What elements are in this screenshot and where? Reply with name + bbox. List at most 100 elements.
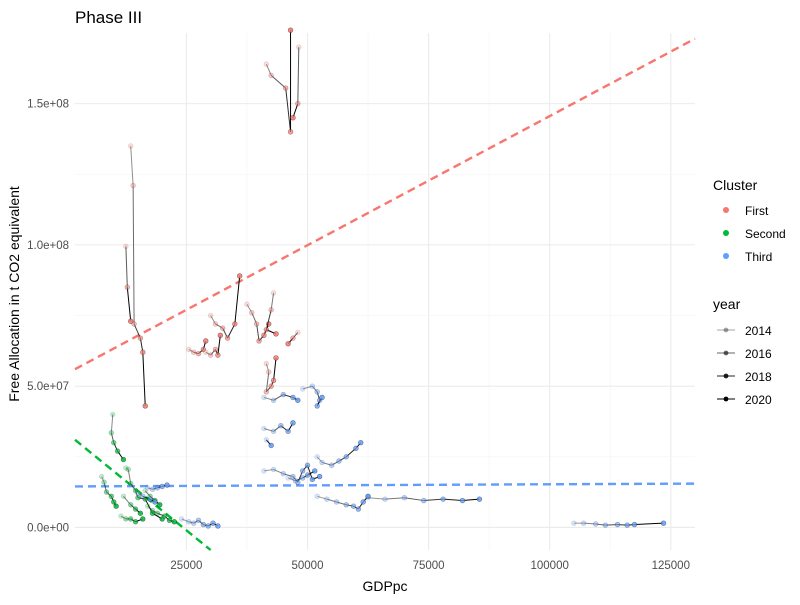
series-segment xyxy=(317,495,328,500)
data-point xyxy=(440,496,446,502)
data-point xyxy=(149,507,156,514)
legend-cluster-label: Second xyxy=(745,227,786,241)
data-point xyxy=(343,454,349,460)
y-tick-label: 1.5e+08 xyxy=(27,99,69,111)
series-segment xyxy=(188,348,194,353)
series-segment xyxy=(125,467,129,470)
data-point xyxy=(365,493,371,500)
series-segment xyxy=(147,505,153,511)
data-point xyxy=(166,517,173,524)
data-point xyxy=(137,510,144,516)
legend-year-swatch xyxy=(723,350,729,356)
series-segment xyxy=(287,477,296,482)
data-point xyxy=(263,437,270,443)
data-point xyxy=(131,321,137,327)
x-tick-label: 100000 xyxy=(531,560,569,572)
series-segment xyxy=(217,335,221,356)
data-point xyxy=(144,503,151,509)
data-point xyxy=(152,499,158,505)
series-segment xyxy=(326,498,337,503)
data-point xyxy=(217,332,224,338)
series-segment xyxy=(297,47,300,104)
data-point xyxy=(128,502,134,508)
series-segment xyxy=(404,497,424,502)
data-point xyxy=(631,521,638,528)
series-segment xyxy=(273,469,284,475)
data-point xyxy=(132,487,139,494)
data-point xyxy=(273,355,279,361)
data-point xyxy=(98,473,105,480)
series-segment xyxy=(270,75,287,89)
data-point xyxy=(268,307,274,313)
series-segment xyxy=(423,498,444,502)
data-point xyxy=(140,493,146,500)
data-point xyxy=(190,520,197,526)
data-point xyxy=(580,520,587,526)
series-segment xyxy=(368,497,386,500)
data-point xyxy=(319,394,325,401)
data-point xyxy=(140,516,146,522)
data-point xyxy=(108,430,115,436)
series-segment xyxy=(152,510,158,514)
data-point xyxy=(290,394,296,401)
data-point xyxy=(299,475,306,481)
series-segment xyxy=(384,497,405,500)
data-point xyxy=(161,513,168,519)
series-segment xyxy=(181,518,190,523)
data-point xyxy=(336,458,342,464)
data-point xyxy=(103,489,110,495)
data-point xyxy=(186,519,192,525)
series-segment xyxy=(246,303,253,313)
series-segment xyxy=(205,351,211,356)
data-point xyxy=(261,468,267,474)
data-point xyxy=(333,499,340,505)
series-segment xyxy=(285,88,292,132)
data-point xyxy=(224,335,231,341)
data-point xyxy=(111,439,117,446)
series-segment xyxy=(251,312,258,325)
series-segment xyxy=(127,469,132,484)
data-point xyxy=(296,44,302,50)
series-segment xyxy=(283,473,294,478)
data-point xyxy=(476,496,483,502)
data-point xyxy=(232,321,238,327)
data-point xyxy=(270,377,277,384)
y-tick-label: 0.0e+00 xyxy=(27,522,69,534)
data-point xyxy=(285,475,291,481)
series-segment xyxy=(443,498,463,502)
series-segment xyxy=(273,357,277,381)
data-point xyxy=(171,519,177,525)
data-point xyxy=(118,513,124,519)
series-segment xyxy=(265,309,272,330)
data-point xyxy=(128,318,134,324)
data-point xyxy=(314,454,320,460)
data-point xyxy=(159,483,165,490)
data-point xyxy=(154,485,161,491)
trend-line-second xyxy=(74,438,212,551)
axes: 25000 50000 75000 100000 125000 0.0e+00 5.0e+0… xyxy=(27,99,690,572)
data-point xyxy=(124,284,131,290)
data-point xyxy=(266,369,272,375)
data-point xyxy=(319,459,325,466)
data-point xyxy=(128,516,134,522)
series-segment xyxy=(583,522,596,525)
data-point xyxy=(270,428,277,435)
series-segment xyxy=(634,522,664,526)
data-point xyxy=(295,397,301,403)
data-point xyxy=(360,499,366,505)
series-segment xyxy=(142,352,146,406)
series-segment xyxy=(270,292,275,310)
series-segment xyxy=(123,495,132,506)
data-point xyxy=(212,346,219,353)
data-point xyxy=(270,466,277,473)
data-point xyxy=(287,27,294,33)
data-point xyxy=(212,321,219,327)
data-point xyxy=(285,341,291,347)
data-point xyxy=(207,312,214,319)
data-point xyxy=(128,143,134,149)
data-point xyxy=(290,473,296,480)
legend-year-label: 2018 xyxy=(745,370,772,384)
grid xyxy=(75,33,695,550)
data-point xyxy=(164,482,170,488)
data-point xyxy=(261,332,267,338)
